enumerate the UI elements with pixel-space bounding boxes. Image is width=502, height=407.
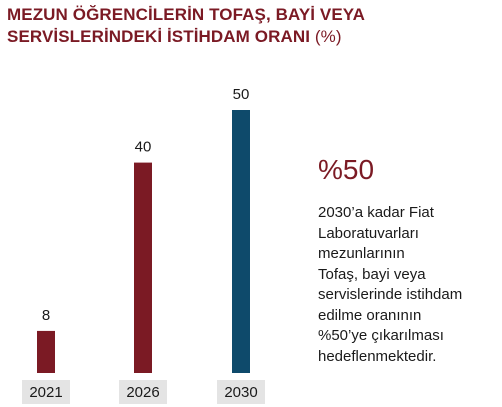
description-line: edilme oranının [318,306,422,324]
highlight-value: %50 [318,154,375,185]
x-tick-label-2030: 2030 [224,384,257,401]
x-tick-label-2026: 2026 [126,384,159,401]
tick-label-bg-2021 [22,380,70,404]
bar-chart: 8 2021 40 2026 50 2030 [22,86,265,404]
tick-label-bg-2030 [217,380,265,404]
bar-2026 [134,162,152,373]
title-line-2: SERVİSLERİNDEKİ İSTİHDAM ORANI (%) [7,26,427,48]
description-line: Tofaş, bayi veya [318,265,426,283]
description-line: hedeflenmektedir. [318,347,437,365]
description-line: 2030’a kadar Fiat [318,204,434,221]
description-line: servislerinde istihdam [318,286,463,303]
bar-2030 [232,110,250,373]
highlight-description: 2030’a kadar Fiat Laboratuvarları mezunl… [318,203,500,367]
tick-label-bg-2026 [119,380,167,404]
x-tick-label-2021: 2021 [29,384,62,401]
bar-2021 [37,330,55,373]
chart-title: MEZUN ÖĞRENCİLERİN TOFAŞ, BAYİ VEYA SERV… [7,4,427,48]
data-label-2026: 40 [135,139,152,156]
description-line: Laboratuvarları [318,224,419,242]
data-label-2021: 8 [42,307,50,324]
title-unit: (%) [314,27,342,46]
title-line-1: MEZUN ÖĞRENCİLERİN TOFAŞ, BAYİ VEYA [7,5,366,24]
description-line: %50’ye çıkarılması [318,327,444,344]
title-line-2-text: SERVİSLERİNDEKİ İSTİHDAM ORANI [7,27,311,46]
data-label-2030: 50 [233,86,250,103]
description-line: mezunlarının [318,245,405,262]
